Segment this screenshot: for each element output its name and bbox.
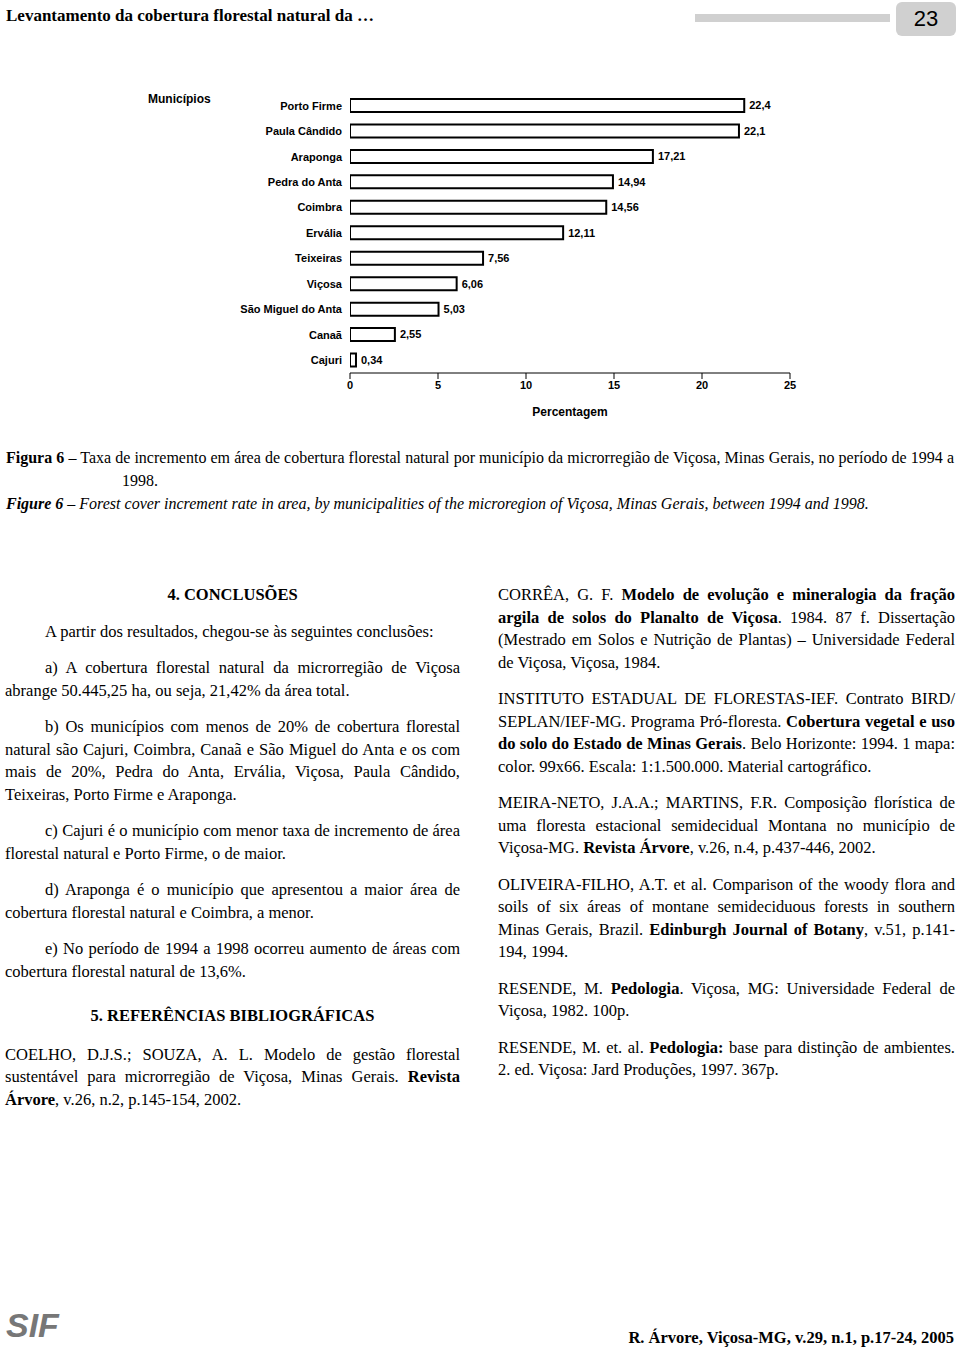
html-text:OLIVEIRA-FILHO, A.T. et al. Co: OLIVEIRA-FILHO, A.T. et al. Comparison o… [498, 874, 955, 961]
html-text:a) A cobertura florestal natur: a) A cobertura florestal natural da micr… [5, 658, 460, 700]
html-text:RESENDE, M. Pedologia. Viçosa,: RESENDE, M. Pedologia. Viçosa, MG: Unive… [498, 978, 955, 1020]
svg-text:5,03: 5,03 [444, 303, 465, 315]
svg-text:2,55: 2,55 [400, 328, 421, 340]
svg-text:20: 20 [696, 379, 708, 391]
html-text:5. REFERÊNCIAS BIBLIOGRÁFICAS: 5. REFERÊNCIAS BIBLIOGRÁFICAS [90, 1006, 375, 1025]
svg-text:14,56: 14,56 [611, 201, 639, 213]
html-text:e) No período de 1994 a 1998 o: e) No período de 1994 a 1998 ocorreu aum… [5, 939, 460, 981]
html-text:SIF: SIF [6, 1306, 59, 1344]
svg-text:Percentagem: Percentagem [532, 405, 607, 419]
html-text:4. CONCLUSÕES: 4. CONCLUSÕES [167, 585, 298, 604]
svg-text:14,94: 14,94 [618, 176, 646, 188]
html-text:d) Araponga é o município que: d) Araponga é o município que apresentou… [5, 880, 460, 922]
svg-text:Paula Cândido: Paula Cândido [266, 125, 343, 137]
html-text:R. Árvore, Viçosa-MG, v.29, n.: R. Árvore, Viçosa-MG, v.29, n.1, p.17-24… [628, 1328, 954, 1347]
svg-text:Coimbra: Coimbra [297, 201, 343, 213]
svg-text:22,4: 22,4 [749, 99, 771, 111]
svg-text:7,56: 7,56 [488, 252, 509, 264]
html-text:COELHO, D.J.S.; SOUZA, A. L. M: COELHO, D.J.S.; SOUZA, A. L. Modelo de g… [5, 1044, 460, 1109]
svg-text:0,34: 0,34 [361, 354, 383, 366]
svg-text:Pedra do Anta: Pedra do Anta [268, 176, 343, 188]
svg-text:São Miguel do Anta: São Miguel do Anta [240, 303, 343, 315]
html-text:b) Os municípios com menos de: b) Os municípios com menos de 20% de cob… [5, 717, 460, 804]
svg-text:Cajuri: Cajuri [311, 354, 342, 366]
svg-text:25: 25 [784, 379, 796, 391]
html-text:Levantamento da cobertura flor: Levantamento da cobertura florestal natu… [6, 6, 374, 25]
html-text:c) Cajuri é o município com me: c) Cajuri é o município com menor taxa d… [5, 821, 460, 863]
svg-text:10: 10 [520, 379, 532, 391]
html-text:INSTITUTO ESTADUAL DE FLORESTA: INSTITUTO ESTADUAL DE FLORESTAS-IEF. Con… [498, 689, 955, 776]
html-text:Figura 6 – Taxa de incremento: Figura 6 – Taxa de incremento em área de… [6, 449, 954, 489]
svg-text:17,21: 17,21 [658, 150, 686, 162]
html-text:A partir dos resultados, chego: A partir dos resultados, chegou-se às se… [45, 621, 434, 641]
html-text:23: 23 [913, 6, 939, 31]
html-text:RESENDE, M. et. al. Pedologia:: RESENDE, M. et. al. Pedologia: base para… [498, 1037, 955, 1079]
svg-text:Viçosa: Viçosa [307, 278, 343, 290]
html-text:Figure 6 – Forest cover increm: Figure 6 – Forest cover increment rate i… [6, 495, 869, 512]
svg-text:22,1: 22,1 [744, 125, 765, 137]
svg-text:Porto Firme: Porto Firme [280, 100, 342, 112]
svg-text:6,06: 6,06 [462, 278, 483, 290]
svg-text:0: 0 [347, 379, 353, 391]
svg-text:12,11: 12,11 [568, 227, 595, 239]
svg-text:15: 15 [608, 379, 620, 391]
svg-text:5: 5 [435, 379, 441, 391]
html-text:CORRÊA, G. F. Modelo de evoluç: CORRÊA, G. F. Modelo de evolução e miner… [498, 585, 955, 672]
html-text:Municípios: Municípios [148, 92, 211, 106]
svg-text:Ervália: Ervália [306, 227, 343, 239]
svg-text:Teixeiras: Teixeiras [295, 252, 342, 264]
svg-text:Araponga: Araponga [291, 151, 343, 163]
html-text:MEIRA-NETO, J.A.A.; MARTINS, F: MEIRA-NETO, J.A.A.; MARTINS, F.R. Compos… [498, 793, 955, 857]
svg-text:Canaã: Canaã [309, 329, 343, 341]
